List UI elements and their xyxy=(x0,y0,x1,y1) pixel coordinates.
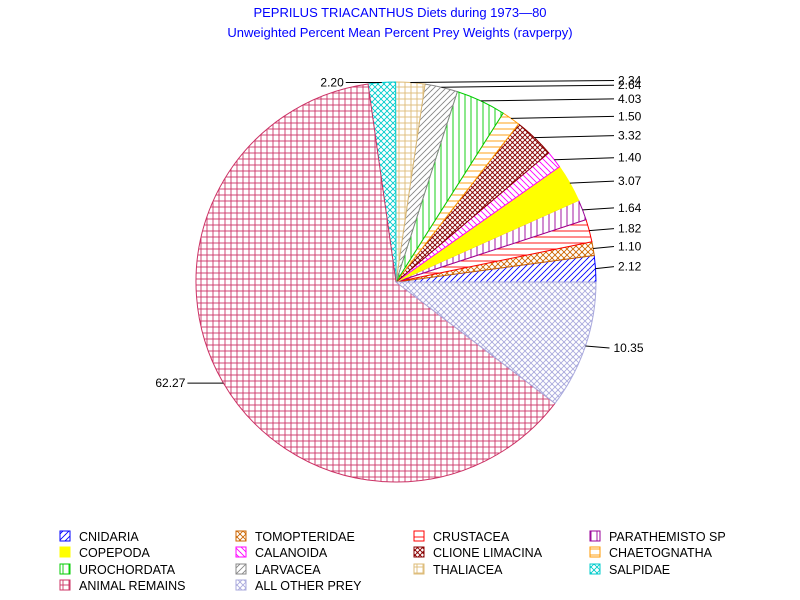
slice-label-clione-limacina: 3.32 xyxy=(618,129,642,143)
legend-swatch-animal-remains xyxy=(59,579,71,591)
leader-line-all-other-prey xyxy=(585,345,610,349)
legend-label-urochordata: UROCHORDATA xyxy=(79,563,176,577)
legend-swatch-crustacea xyxy=(413,530,425,542)
slice-label-crustacea: 1.82 xyxy=(618,222,642,236)
slice-label-salpidae: 2.20 xyxy=(320,76,344,90)
slice-label-urochordata: 4.03 xyxy=(618,92,642,106)
legend-swatch-clione-limacina xyxy=(413,546,425,558)
slice-label-thaliacea: 2.34 xyxy=(618,74,642,88)
slice-label-parathemisto-sp: 1.64 xyxy=(618,201,642,215)
legend-label-cnidaria: CNIDARIA xyxy=(79,530,139,544)
slice-labels: 2.12 1.10 1.82 1.64 3.07 1.40 3.32 1.50 4.032.64… xyxy=(155,74,643,391)
legend-swatch-salpidae xyxy=(589,563,601,575)
legend-label-salpidae: SALPIDAE xyxy=(609,563,670,577)
leader-line-larvacea xyxy=(441,84,615,88)
leader-line-thaliacea xyxy=(410,80,615,84)
leader-line-urochordata xyxy=(480,98,615,102)
legend-label-all-other-prey: ALL OTHER PREY xyxy=(255,579,362,593)
slice-label-all-other-prey: 10.35 xyxy=(613,341,643,355)
chart-subtitle: Unweighted Percent Mean Percent Prey Wei… xyxy=(227,25,572,40)
slice-label-tomopteridae: 1.10 xyxy=(618,240,642,254)
leader-line-chaetognatha xyxy=(510,115,615,119)
slice-label-larvacea: 2.64 xyxy=(618,78,642,92)
leader-line-calanoida xyxy=(554,157,615,161)
legend-swatch-copepoda xyxy=(59,546,71,558)
leader-line-parathemisto-sp xyxy=(582,207,615,211)
legend-label-clione-limacina: CLIONE LIMACINA xyxy=(433,546,543,560)
legend-swatch-chaetognatha xyxy=(589,546,601,558)
legend-swatch-thaliacea xyxy=(413,563,425,575)
slice-all-other-prey xyxy=(394,281,597,404)
legend-label-calanoida: CALANOIDA xyxy=(255,546,328,560)
slice-label-calanoida: 1.40 xyxy=(618,151,642,165)
legend-swatch-cnidaria xyxy=(59,530,71,542)
leader-line-tomopteridae xyxy=(593,246,615,250)
legend-swatch-tomopteridae xyxy=(235,530,247,542)
legend: CNIDARIA TOMOPTERIDAE CRUSTACEA PARATHEMIST… xyxy=(59,530,726,593)
legend-swatch-larvacea xyxy=(235,563,247,575)
legend-label-parathemisto-sp: PARATHEMISTO SP xyxy=(609,530,726,544)
slice-label-chaetognatha: 1.50 xyxy=(618,109,642,123)
legend-label-tomopteridae: TOMOPTERIDAE xyxy=(255,530,355,544)
legend-label-crustacea: CRUSTACEA xyxy=(433,530,510,544)
legend-swatch-urochordata xyxy=(59,563,71,575)
leader-line-crustacea xyxy=(589,228,615,232)
legend-swatch-calanoida xyxy=(235,546,247,558)
leader-line-copepoda xyxy=(569,180,615,184)
leader-line-cnidaria xyxy=(595,266,615,270)
slice-label-animal-remains: 62.27 xyxy=(155,376,185,390)
slice-label-cnidaria: 2.12 xyxy=(618,260,642,274)
legend-label-copepoda: COPEPODA xyxy=(79,546,151,560)
chart-title: PEPRILUS TRIACANTHUS Diets during 1973—8… xyxy=(253,5,546,20)
legend-label-larvacea: LARVACEA xyxy=(255,563,321,577)
legend-label-chaetognatha: CHAETOGNATHA xyxy=(609,546,713,560)
legend-label-animal-remains: ANIMAL REMAINS xyxy=(79,579,186,593)
slice-label-copepoda: 3.07 xyxy=(618,174,642,188)
legend-label-thaliacea: THALIACEA xyxy=(433,563,503,577)
legend-swatch-all-other-prey xyxy=(235,579,247,591)
legend-swatch-parathemisto-sp xyxy=(589,530,601,542)
leader-line-clione-limacina xyxy=(534,135,615,139)
pie-slices xyxy=(195,81,597,483)
slice-animal-remains xyxy=(195,83,556,483)
